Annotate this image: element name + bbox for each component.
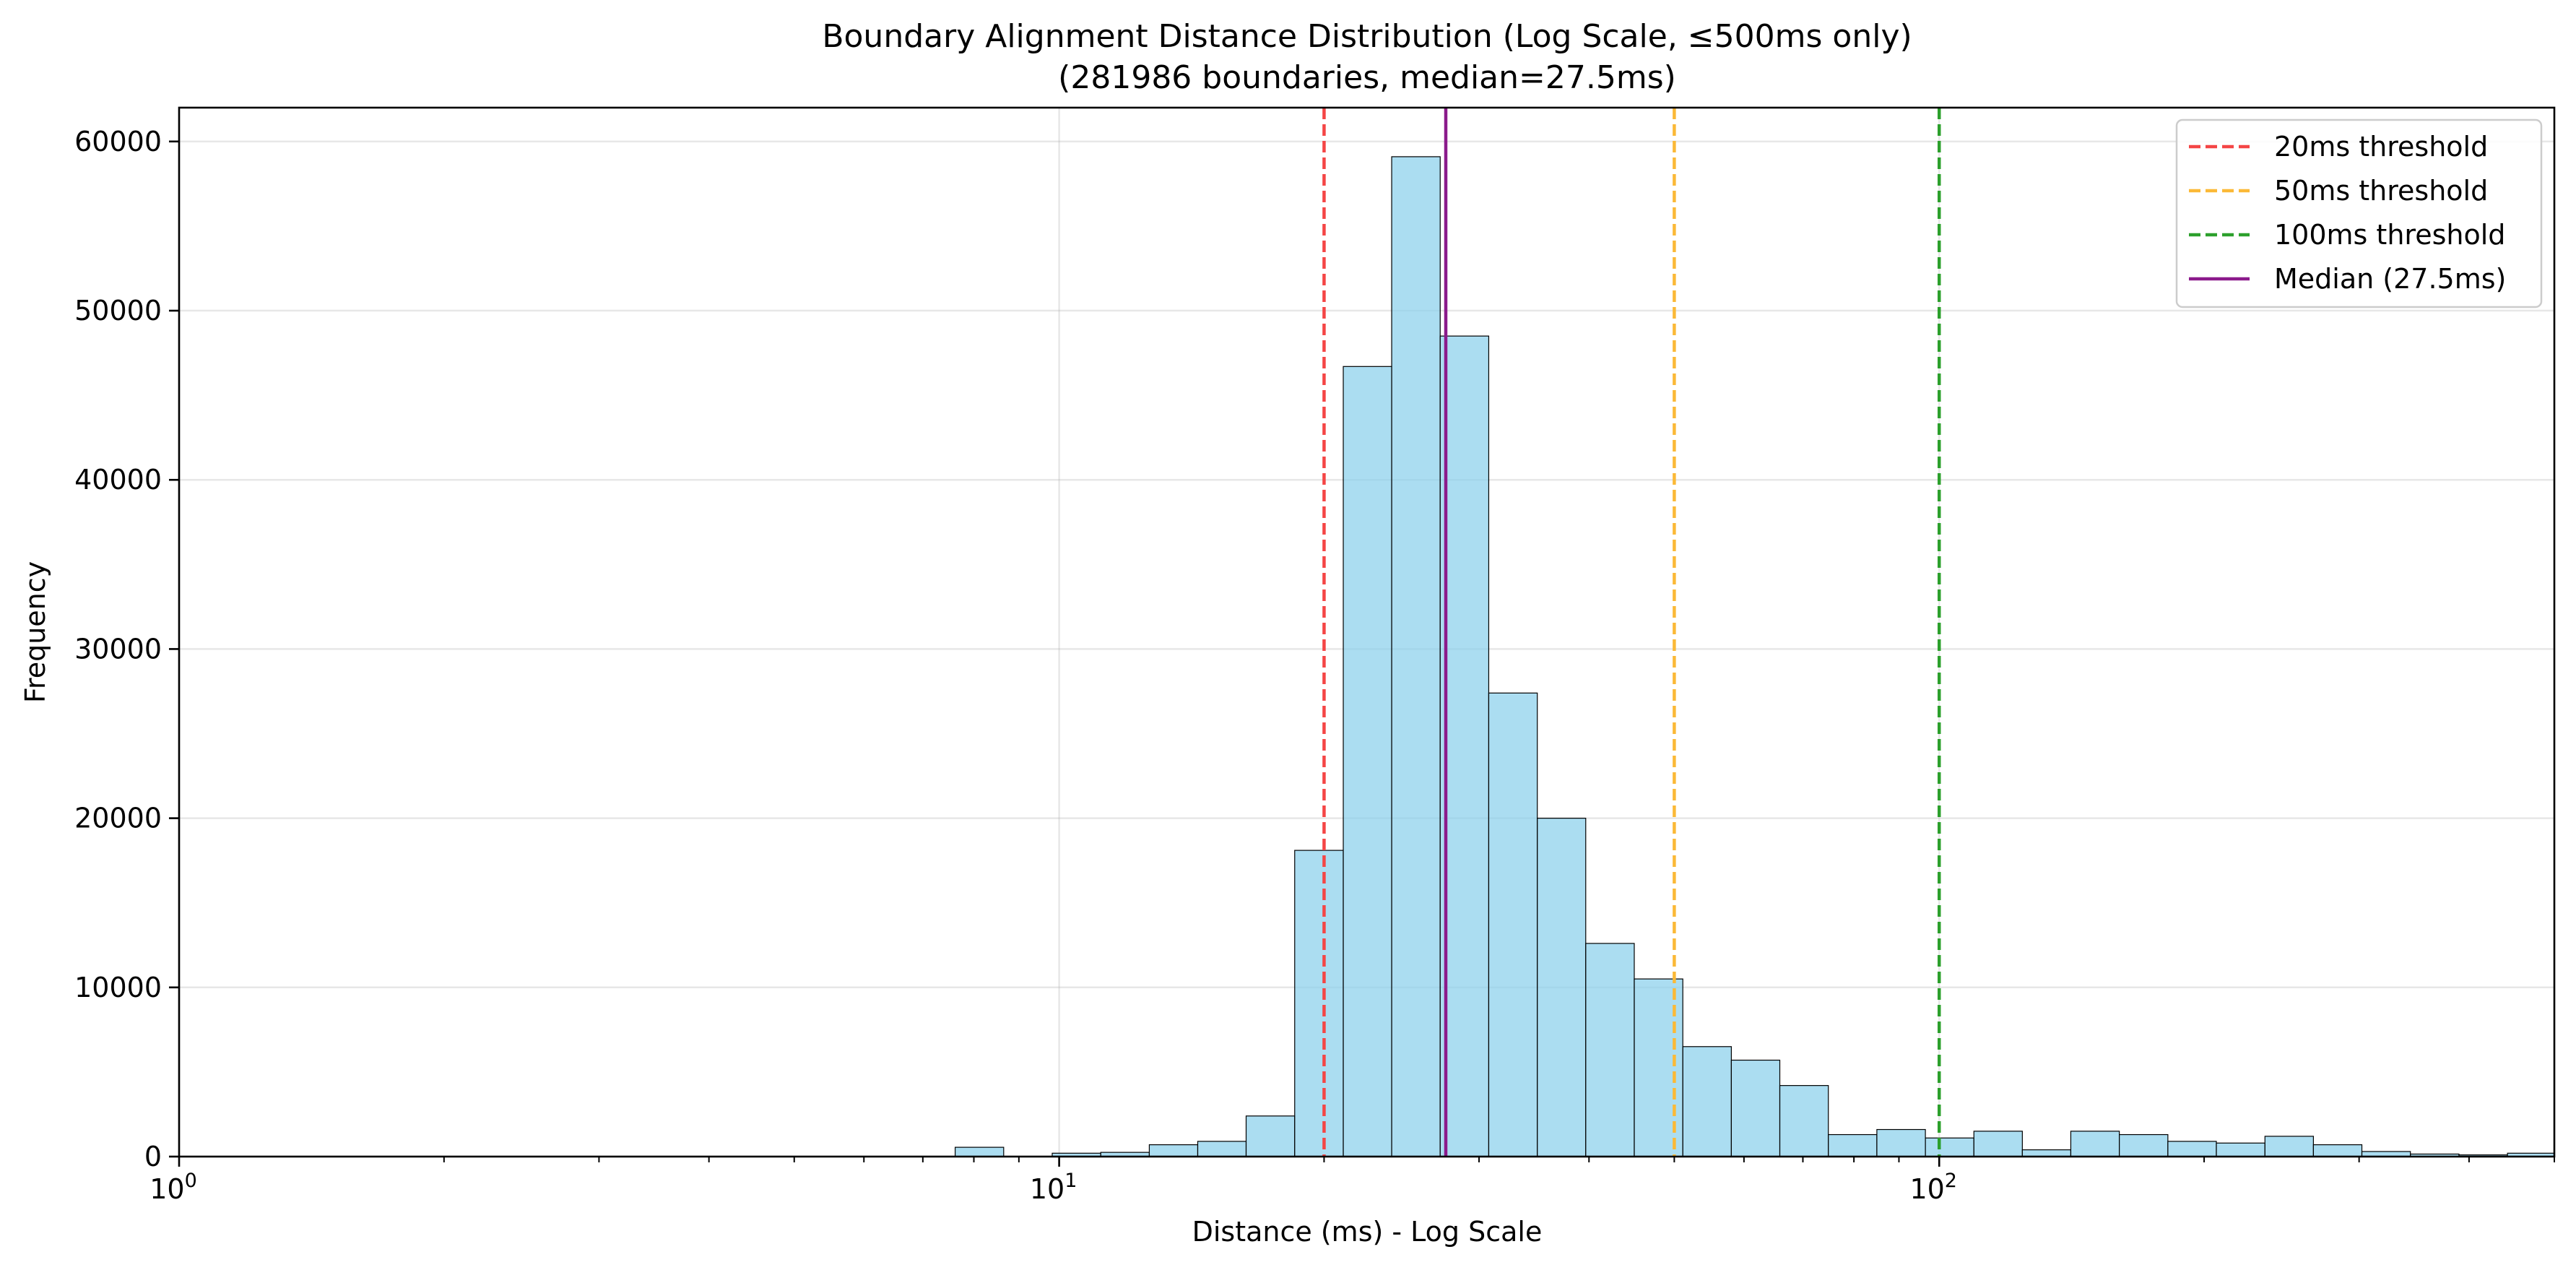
histogram-bar <box>1343 366 1392 1157</box>
histogram-bar <box>2167 1141 2217 1157</box>
legend-entry: 50ms threshold <box>2274 175 2488 207</box>
histogram-bar <box>2119 1133 2169 1157</box>
y-tick-label: 10000 <box>74 972 162 1003</box>
histogram-bar <box>1294 850 1344 1157</box>
legend-box <box>2175 118 2543 308</box>
histogram-bar <box>1876 1128 1926 1157</box>
y-tick-label: 20000 <box>74 803 162 834</box>
histogram-bar <box>1488 692 1538 1157</box>
histogram-bar <box>2070 1131 2120 1157</box>
legend-entry: Median (27.5ms) <box>2274 263 2506 295</box>
y-axis-label: Frequency <box>19 561 51 703</box>
y-axis-ticks: 0 10000 20000 30000 40000 50000 60000 <box>74 126 179 1172</box>
y-tick-label: 60000 <box>74 126 162 157</box>
x-axis-label: Distance (ms) - Log Scale <box>1192 1216 1543 1248</box>
x-tick-label: 100 <box>149 1170 197 1205</box>
legend-entry: 100ms threshold <box>2274 219 2505 251</box>
histogram-bar <box>1197 1141 1247 1157</box>
histogram-bar <box>1973 1131 2023 1157</box>
y-tick-label: 50000 <box>74 295 162 327</box>
histogram-bar <box>1148 1144 1199 1157</box>
histogram-bars <box>955 156 2555 1157</box>
histogram-bar <box>1391 156 1441 1157</box>
legend-entry: 20ms threshold <box>2274 131 2488 163</box>
y-tick-label: 0 <box>144 1141 162 1172</box>
histogram-bar <box>1925 1137 1974 1157</box>
x-tick-label: 101 <box>1030 1170 1077 1205</box>
x-axis-ticks: 100 101 102 <box>149 1157 2555 1205</box>
chart-subtitle: (281986 boundaries, median=27.5ms) <box>1058 59 1676 96</box>
y-tick-label: 40000 <box>74 464 162 496</box>
histogram-bar <box>1585 943 1635 1157</box>
x-tick-label: 102 <box>1909 1170 1957 1205</box>
histogram-bar <box>1828 1133 1878 1157</box>
legend: 20ms threshold 50ms threshold 100ms thresh… <box>2175 118 2543 308</box>
histogram-bar <box>1245 1115 1296 1157</box>
chart-title: Boundary Alignment Distance Distribution… <box>822 18 1912 55</box>
histogram-bar <box>1682 1046 1732 1157</box>
histogram-bar <box>955 1146 1005 1157</box>
histogram-bar <box>1730 1059 1781 1157</box>
histogram-bar <box>2216 1142 2265 1157</box>
histogram-bar <box>2312 1144 2363 1157</box>
y-tick-label: 30000 <box>74 633 162 665</box>
histogram-bar <box>1439 335 1490 1157</box>
reference-lines <box>1322 108 1941 1157</box>
histogram-bar <box>2021 1149 2072 1157</box>
histogram-bar <box>1537 818 1587 1157</box>
plot-frame <box>178 106 2556 1158</box>
histogram-bar <box>2264 1136 2314 1157</box>
histogram-bar <box>1779 1085 1829 1157</box>
